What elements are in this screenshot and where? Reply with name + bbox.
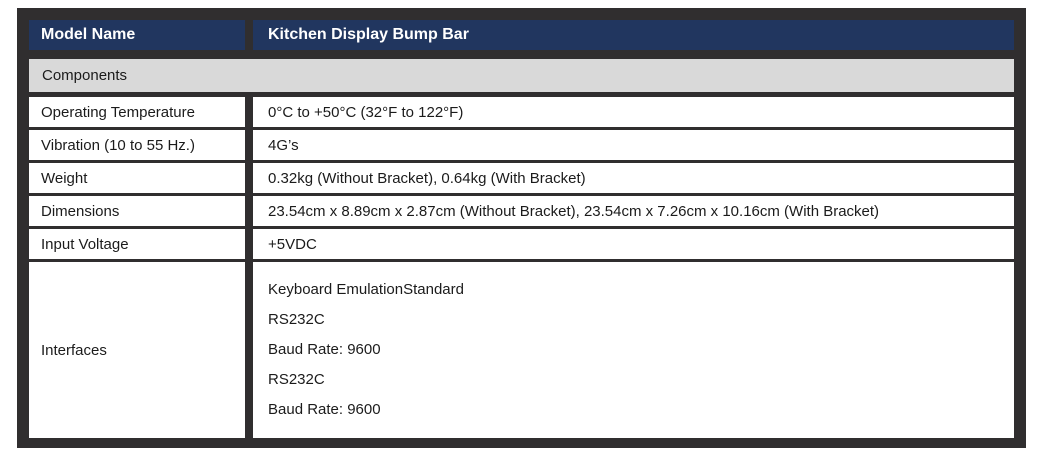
interfaces-value-cell: Keyboard EmulationStandard RS232C Baud R… <box>253 262 1014 438</box>
row-value: 0.32kg (Without Bracket), 0.64kg (With B… <box>268 169 586 187</box>
spec-row-vibration: Vibration (10 to 55 Hz.) 4G’s <box>29 130 1014 160</box>
row-value-cell: 4G’s <box>253 130 1014 160</box>
model-name-label: Model Name <box>41 26 136 43</box>
row-label-cell: Dimensions <box>29 196 245 226</box>
row-value: 23.54cm x 8.89cm x 2.87cm (Without Brack… <box>268 202 880 220</box>
column-divider <box>245 130 253 160</box>
row-value: +5VDC <box>268 235 317 253</box>
interface-line: RS232C <box>268 371 325 388</box>
spec-row-input-voltage: Input Voltage +5VDC <box>29 229 1014 259</box>
interface-line: RS232C <box>268 311 325 328</box>
column-divider <box>245 20 253 50</box>
row-label-cell: Vibration (10 to 55 Hz.) <box>29 130 245 160</box>
column-divider <box>245 97 253 127</box>
spec-row-dimensions: Dimensions 23.54cm x 8.89cm x 2.87cm (Wi… <box>29 196 1014 226</box>
row-label: Dimensions <box>41 202 120 220</box>
spec-row-operating-temperature: Operating Temperature 0°C to +50°C (32°F… <box>29 97 1014 127</box>
row-label-cell: Input Voltage <box>29 229 245 259</box>
row-label: Interfaces <box>41 341 107 359</box>
spec-row-weight: Weight 0.32kg (Without Bracket), 0.64kg … <box>29 163 1014 193</box>
interface-line: Keyboard EmulationStandard <box>268 281 464 298</box>
row-label: Input Voltage <box>41 235 129 253</box>
section-title: Components <box>42 67 128 84</box>
interface-line: Baud Rate: 9600 <box>268 401 381 418</box>
header-row: Model Name Kitchen Display Bump Bar <box>29 20 1014 50</box>
column-divider <box>245 163 253 193</box>
row-label-cell: Interfaces <box>29 262 245 438</box>
row-value-cell: 23.54cm x 8.89cm x 2.87cm (Without Brack… <box>253 196 1014 226</box>
spec-row-interfaces: Interfaces Keyboard EmulationStandard RS… <box>29 262 1014 438</box>
row-value-cell: 0.32kg (Without Bracket), 0.64kg (With B… <box>253 163 1014 193</box>
interface-line: Baud Rate: 9600 <box>268 341 381 358</box>
row-label: Vibration (10 to 55 Hz.) <box>41 136 195 154</box>
spec-table: Model Name Kitchen Display Bump Bar Comp… <box>17 8 1026 448</box>
column-divider <box>245 229 253 259</box>
column-divider <box>245 262 253 438</box>
section-row-components: Components <box>29 59 1014 92</box>
row-value: 4G’s <box>268 136 299 154</box>
row-label-cell: Weight <box>29 163 245 193</box>
column-divider <box>245 196 253 226</box>
row-value: 0°C to +50°C (32°F to 122°F) <box>268 103 464 121</box>
model-name-header-cell: Model Name <box>29 20 245 50</box>
row-value-cell: +5VDC <box>253 229 1014 259</box>
model-value-cell: Kitchen Display Bump Bar <box>253 20 1014 50</box>
model-value-text: Kitchen Display Bump Bar <box>268 26 469 43</box>
row-value-cell: 0°C to +50°C (32°F to 122°F) <box>253 97 1014 127</box>
row-label: Weight <box>41 169 88 187</box>
row-label: Operating Temperature <box>41 103 195 121</box>
row-label-cell: Operating Temperature <box>29 97 245 127</box>
